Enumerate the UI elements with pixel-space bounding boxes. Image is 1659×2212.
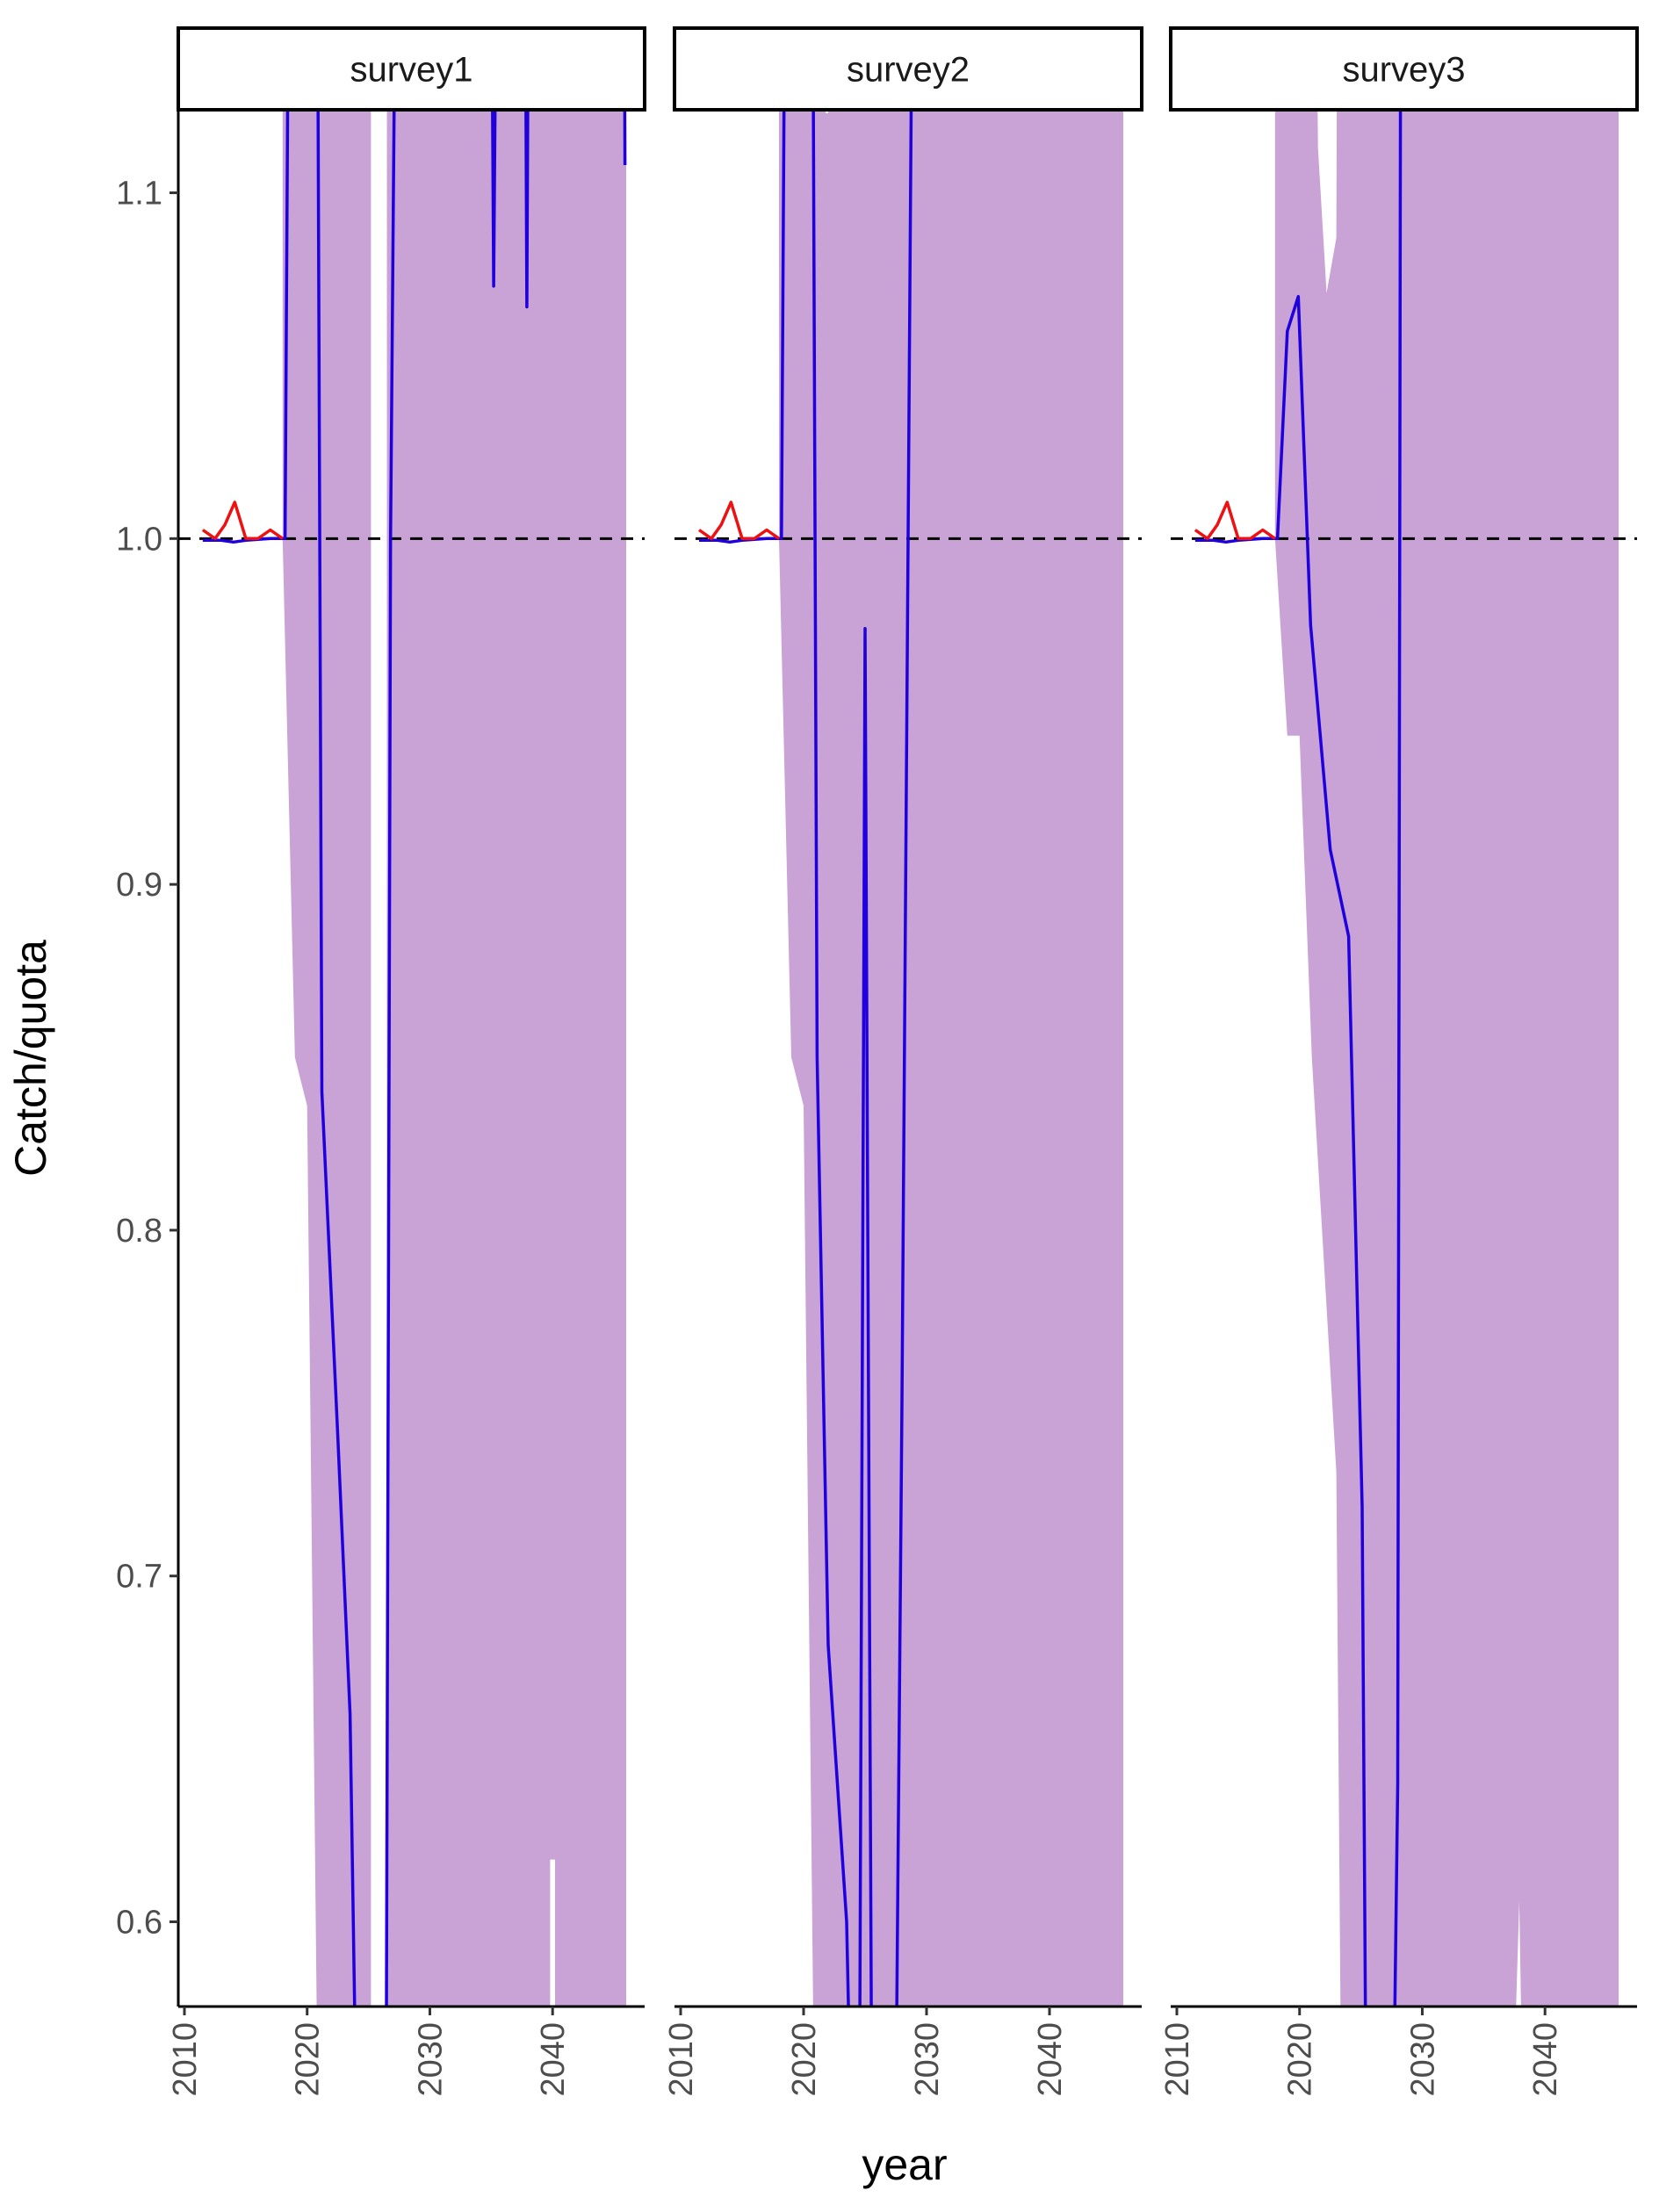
axes-layer: 0.6 0.7 0.8 0.9 1.0 1.1 bbox=[116, 112, 180, 2007]
x-tick-label-survey3-2010: 2010 bbox=[1159, 2022, 1196, 2097]
median-line-survey1 bbox=[202, 112, 627, 2007]
plot-area-survey1 bbox=[178, 112, 645, 2007]
median-line-survey2 bbox=[699, 112, 913, 2007]
ribbon-survey1 bbox=[282, 112, 626, 2007]
x-tick-label-survey2-2010: 2010 bbox=[663, 2022, 700, 2097]
panel-survey3: survey3 2010 2020 2030 2040 bbox=[1159, 26, 1639, 2097]
ribbon-survey2 bbox=[779, 112, 1123, 2007]
y-axis-title: Catch/quota bbox=[6, 940, 55, 1177]
y-tick-label-0.9: 0.9 bbox=[116, 867, 162, 904]
observed-line-survey2 bbox=[697, 501, 781, 541]
x-tick-label-survey1-2040: 2040 bbox=[535, 2022, 572, 2097]
x-tick-label-survey2-2030: 2030 bbox=[909, 2022, 946, 2097]
strip-survey3 bbox=[1169, 26, 1639, 112]
x-axis-title: year bbox=[862, 2140, 947, 2189]
strip-survey2 bbox=[673, 26, 1143, 112]
panels-layer: survey1 2010 2020 2030 2040 survey2 2010 2020 20… bbox=[167, 26, 1639, 2097]
panel-survey1: survey1 2010 2020 2030 2040 bbox=[167, 26, 646, 2097]
strip-label-survey3: survey3 bbox=[1342, 51, 1465, 90]
y-tick-label-1.1: 1.1 bbox=[116, 176, 162, 213]
strip-survey1 bbox=[177, 26, 646, 112]
x-tick-label-survey2-2020: 2020 bbox=[786, 2022, 823, 2097]
y-tick-label-1.0: 1.0 bbox=[116, 521, 162, 558]
plot-area-survey3 bbox=[1171, 112, 1637, 2007]
y-tick-label-0.8: 0.8 bbox=[116, 1213, 162, 1250]
x-tick-label-survey1-2020: 2020 bbox=[290, 2022, 327, 2097]
median-line-survey3 bbox=[1194, 112, 1403, 2007]
plot-area-survey2 bbox=[674, 112, 1142, 2007]
x-tick-label-survey1-2030: 2030 bbox=[413, 2022, 450, 2097]
y-tick-label-0.6: 0.6 bbox=[116, 1905, 162, 1942]
strip-label-survey2: survey2 bbox=[847, 51, 970, 90]
observed-line-survey3 bbox=[1194, 501, 1276, 541]
x-tick-label-survey1-2010: 2010 bbox=[167, 2022, 204, 2097]
panel-survey2: survey2 2010 2020 2030 2040 bbox=[663, 26, 1143, 2097]
x-tick-label-survey3-2020: 2020 bbox=[1282, 2022, 1319, 2097]
observed-line-survey1 bbox=[201, 501, 284, 541]
x-tick-label-survey2-2040: 2040 bbox=[1032, 2022, 1069, 2097]
x-tick-label-survey3-2030: 2030 bbox=[1405, 2022, 1442, 2097]
y-tick-label-0.7: 0.7 bbox=[116, 1559, 162, 1596]
strip-label-survey1: survey1 bbox=[350, 51, 472, 90]
x-tick-label-survey3-2040: 2040 bbox=[1527, 2022, 1564, 2097]
ribbon-gap-survey1-0 bbox=[371, 112, 387, 2007]
